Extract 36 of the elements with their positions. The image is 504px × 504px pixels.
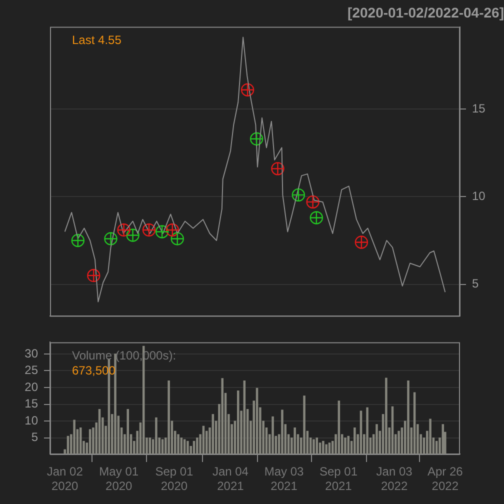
x-tick-label: May 01 2020	[99, 464, 139, 493]
chart-title: [2020-01-02/2022-04-26]	[348, 4, 504, 20]
point	[354, 236, 368, 249]
point	[126, 228, 140, 242]
annotation: 673,500	[72, 364, 116, 378]
x-tick-label: Apr 26 2022	[427, 464, 464, 493]
point	[250, 132, 264, 146]
point	[155, 225, 169, 238]
x-tick-label: Sep 01 2020	[155, 464, 194, 493]
x-tick-label: Jan 02 2020	[46, 464, 84, 493]
y-tick-label: 15	[472, 101, 486, 116]
point	[240, 83, 254, 96]
point	[71, 234, 85, 248]
x-tick-label: Sep 01 2021	[319, 464, 358, 493]
y-tick-label: 30	[24, 346, 38, 360]
x-tick-label: Jan 03 2022	[376, 464, 413, 493]
point	[306, 195, 320, 209]
y-tick-label: 15	[24, 396, 38, 411]
point	[104, 232, 118, 246]
point	[271, 162, 284, 176]
y-tick-label: 20	[24, 380, 38, 394]
point	[170, 232, 184, 246]
y-tick-label: 10	[472, 189, 486, 204]
annotation: Last 4.55	[72, 33, 122, 48]
y-tick-label: 5	[472, 276, 479, 291]
point	[292, 188, 306, 202]
point	[142, 223, 156, 237]
point	[310, 211, 324, 224]
y-tick-label: 10	[24, 413, 38, 428]
point	[117, 223, 130, 237]
y-tick-label: 5	[31, 430, 38, 444]
x-tick-label: Jan 04 2021	[212, 464, 249, 493]
point	[87, 268, 100, 282]
y-tick-label: 25	[24, 363, 38, 378]
point	[166, 223, 180, 237]
x-tick-label: May 03 2021	[264, 464, 304, 493]
